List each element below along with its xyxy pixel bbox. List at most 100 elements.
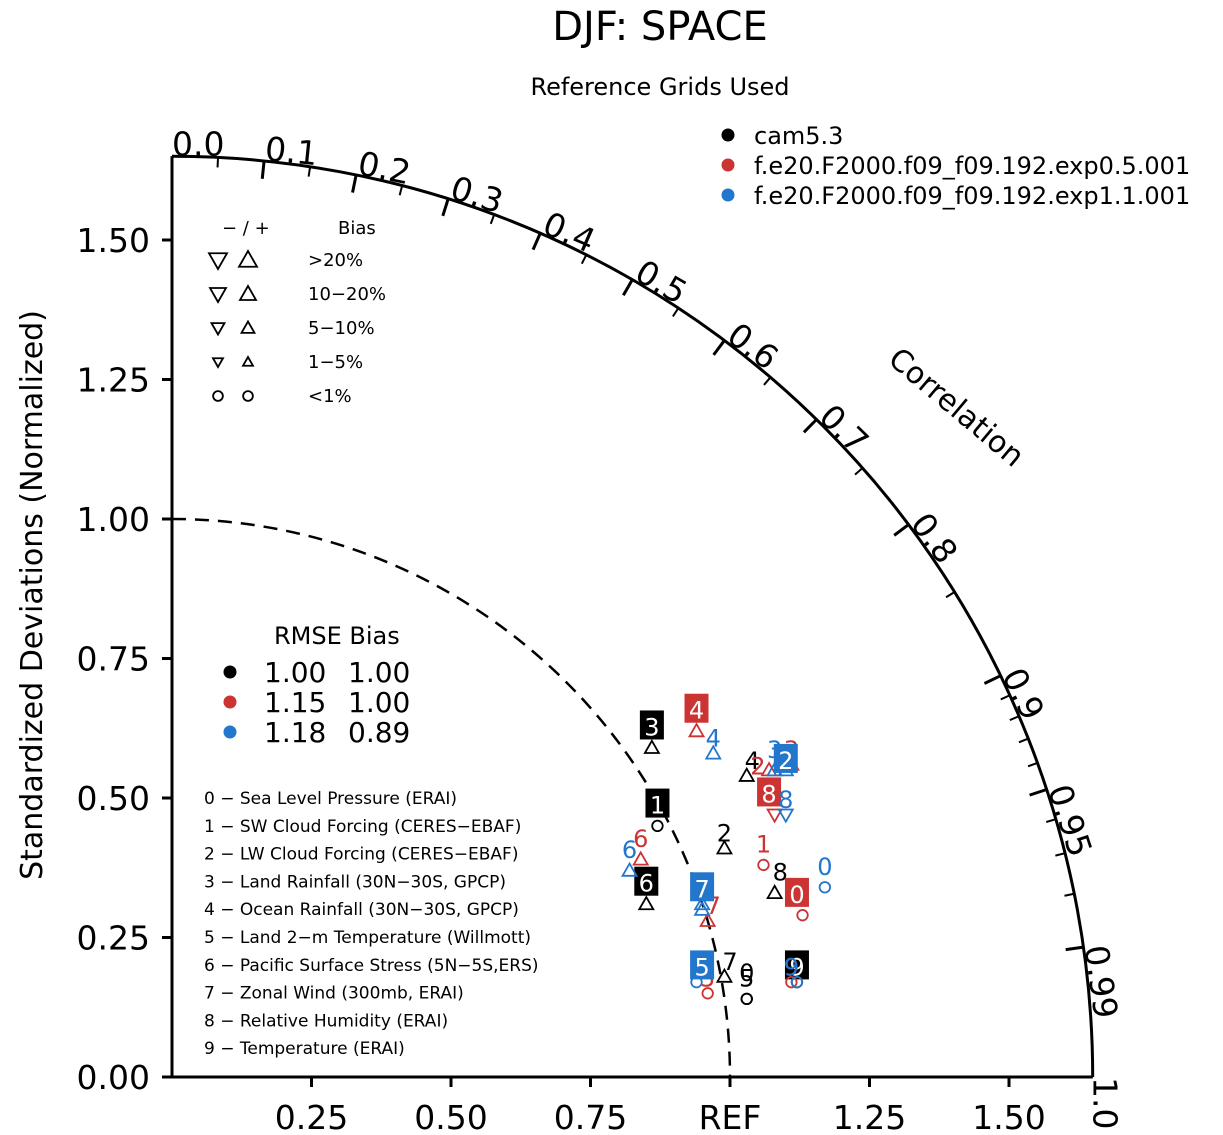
point-label: 0 [817, 853, 832, 881]
correlation-tick-label: 0.1 [263, 129, 319, 173]
correlation-tick-mark [1065, 945, 1084, 952]
series-legend-label: f.e20.F2000.f09_f09.192.exp0.5.001 [754, 152, 1190, 180]
reference-arc [171, 517, 732, 1078]
variable-list-item: 6 − Pacific Surface Stress (5N−5S,ERS) [204, 956, 539, 976]
data-marks: 012345678901234567890123456789 [621, 693, 833, 1006]
point-label: 4 [689, 697, 704, 725]
x-tick-label: 1.25 [833, 1098, 906, 1135]
variable-list-item: 2 − LW Cloud Forcing (CERES−EBAF) [204, 845, 518, 865]
bias-legend-minus-marker [212, 390, 224, 402]
bias-marker [766, 884, 784, 900]
correlation-tick-label: 0.8 [903, 505, 966, 570]
y-axis-label: Standardized Deviations (Normalized) [15, 310, 50, 880]
bias-legend-bias-header: Bias [338, 218, 376, 239]
correlation-tick-label: 0.6 [720, 315, 785, 378]
point-label: 4 [745, 747, 760, 775]
bias-legend-label: >20% [308, 250, 363, 271]
correlation-minor-tick [398, 185, 404, 196]
series-legend-dot [721, 158, 735, 172]
point-label: 4 [706, 725, 721, 753]
correlation-tick-mark [1029, 788, 1048, 797]
correlation-tick-label: 0.9 [994, 662, 1052, 726]
point-label-box [684, 693, 709, 723]
stats-legend-bias: 1.00 [348, 686, 410, 719]
series-legend: cam5.3f.e20.F2000.f09_f09.192.exp0.5.001… [721, 122, 1190, 210]
point-label: 9 [789, 953, 804, 981]
point-label: 3 [644, 713, 659, 741]
correlation-minor-tick [1055, 852, 1066, 857]
bias-legend-label: 5−10% [308, 318, 375, 339]
x-tick-label: 0.75 [554, 1098, 627, 1135]
bias-marker [785, 975, 798, 989]
stats-legend: RMSE Bias 1.00 1.001.15 1.001.18 0.89 [223, 622, 410, 749]
point-label: 7 [694, 875, 709, 903]
point-label: 6 [639, 870, 654, 898]
bias-legend-plus-marker [242, 390, 254, 402]
bias-legend-plus-marker [239, 319, 257, 334]
bias-marker [643, 738, 661, 754]
correlation-tick-label: 0.4 [537, 204, 601, 261]
bias-marker [704, 744, 722, 760]
bias-legend-label: 1−5% [308, 352, 363, 373]
bias-legend-sign-header: − / + [222, 218, 270, 239]
bias-marker [651, 819, 664, 833]
stats-legend-header: RMSE Bias [274, 622, 400, 650]
correlation-minor-tick [216, 157, 220, 168]
bias-legend-plus-marker [237, 249, 259, 268]
variable-list-item: 5 − Land 2−m Temperature (Willmott) [204, 928, 531, 948]
point-label: 9 [784, 953, 799, 981]
correlation-minor-tick [945, 591, 956, 599]
correlation-minor-tick [854, 467, 864, 476]
correlation-minor-tick [489, 214, 496, 225]
bias-marker [766, 808, 784, 824]
variable-list-item: 8 − Relative Humidity (ERAI) [204, 1011, 448, 1031]
point-label: 1 [650, 792, 665, 820]
y-tick-label: 0.75 [77, 640, 150, 679]
correlation-tick-label: 0.7 [812, 397, 877, 462]
correlation-tick-mark [893, 523, 910, 537]
series-legend-label: cam5.3 [754, 122, 843, 150]
point-label: 2 [750, 753, 765, 781]
variable-list-item: 1 − SW Cloud Forcing (CERES−EBAF) [204, 817, 521, 837]
point-label: 5 [694, 953, 709, 981]
correlation-tick-mark [712, 339, 726, 356]
point-label-box [690, 950, 715, 980]
point-label: 6 [622, 836, 637, 864]
bias-legend-plus-marker [241, 355, 255, 367]
point-label-box [645, 788, 670, 818]
correlation-minor-tick [1009, 715, 1020, 721]
correlation-tick-label: 0.2 [355, 144, 414, 193]
variable-list-item: 4 − Ocean Rainfall (30N−30S, GPCP) [204, 900, 519, 920]
bias-marker [637, 895, 655, 911]
outer-arc [171, 154, 1095, 1078]
chart-subtitle: Reference Grids Used [530, 73, 789, 101]
bias-marker [790, 975, 804, 989]
y-tick-label: 0.00 [77, 1058, 150, 1097]
correlation-minor-tick [1027, 761, 1038, 768]
point-label: 8 [773, 859, 788, 887]
point-label-box [634, 866, 659, 896]
correlation-tick-label: 1.0 [1086, 1077, 1125, 1129]
variable-list-item: 3 − Land Rainfall (30N−30S, GPCP) [204, 872, 506, 892]
point-label-box [757, 777, 782, 807]
correlation-minor-tick [1045, 818, 1057, 823]
correlation-minor-tick [1064, 892, 1075, 897]
correlation-tick-mark [531, 232, 542, 251]
bias-marker [740, 992, 753, 1006]
y-tick-label: 0.25 [77, 919, 150, 958]
correlation-minor-tick [763, 376, 772, 386]
bias-legend-minus-marker [207, 252, 229, 271]
bias-legend: − / + Bias >20% 10−20% 5−10% 1−5% <1% [207, 218, 386, 407]
point-label: 2 [717, 819, 732, 847]
stats-legend-rmse: 1.18 [264, 716, 326, 749]
point-label-box [639, 710, 664, 740]
point-label: 3 [767, 736, 782, 764]
variable-list-item: 0 − Sea Level Pressure (ERAI) [204, 789, 457, 809]
axes: 0.000.250.500.751.001.251.500.25 0.50 0.75… [77, 154, 1095, 1135]
bias-marker [701, 987, 714, 1000]
bias-legend-minus-marker [211, 357, 225, 369]
stats-legend-rmse: 1.15 [264, 686, 326, 719]
bias-marker [766, 761, 784, 777]
stats-legend-dot [223, 725, 237, 739]
